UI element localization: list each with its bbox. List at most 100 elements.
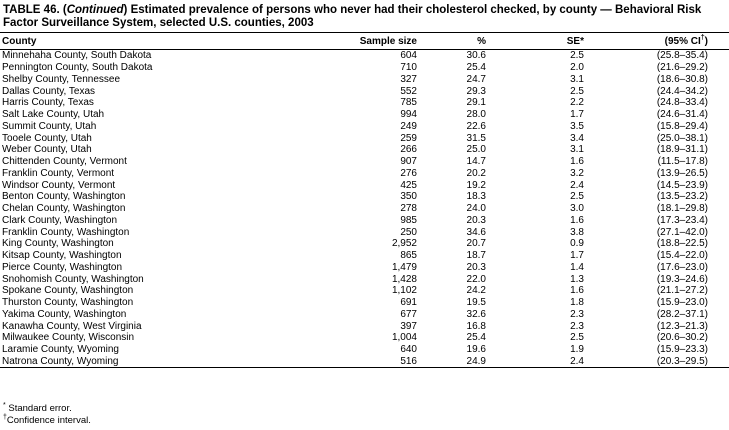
value-cell: (20.3–29.5): [586, 355, 710, 369]
spacer-cell: [710, 262, 729, 274]
value-cell: 1.9: [570, 344, 584, 356]
value-cell: 19.6: [466, 344, 486, 356]
value-cell: 785: [400, 97, 417, 109]
value-cell: (11.5–17.8): [657, 156, 708, 168]
table-row: Spokane County, Washington 1,102 24.2 1.6 (2…: [0, 285, 729, 297]
table-row: Pierce County, Washington 1,479 20.3 1.4 (17…: [0, 262, 729, 274]
value-cell: 22.0: [466, 273, 486, 285]
county-cell: Kanawha County, West Virginia: [2, 320, 142, 332]
header-cell: %: [427, 32, 492, 50]
value-cell: (18.8–22.5): [656, 238, 708, 250]
value-cell: 710: [400, 62, 417, 74]
table-row: Weber County, Utah 266 25.0 3.1 (18.9–31.1): [0, 144, 729, 156]
table-row: Shelby County, Tennessee 327 24.7 3.1 (18.6–…: [0, 74, 729, 86]
table-row: Windsor County, Vermont 425 19.2 2.4 (14.5–2…: [0, 179, 729, 191]
value-cell: (28.2–37.1): [656, 308, 708, 320]
value-cell: (19.3–24.6): [656, 273, 708, 285]
value-cell: 2.4: [570, 179, 584, 191]
county-cell: Shelby County, Tennessee: [2, 73, 121, 85]
spacer-cell: [710, 121, 729, 133]
value-cell: (24.4–34.2): [656, 85, 708, 97]
value-cell: (18.1–29.8): [656, 203, 708, 215]
spacer-cell: [710, 250, 729, 262]
table-title: TABLE 46. (Continued) Estimated prevalen…: [3, 4, 725, 30]
county-cell: Windsor County, Vermont: [2, 179, 116, 191]
county-cell: Natrona County, Wyoming: [0, 355, 300, 369]
table-row: Summit County, Utah 249 22.6 3.5 (15.8–29.4): [0, 121, 729, 133]
value-cell: 3.8: [570, 226, 584, 238]
table-row: Snohomish County, Washington 1,428 22.0 1.3…: [0, 273, 729, 285]
value-cell: 2.5: [570, 85, 584, 97]
value-cell: (13.9–26.5): [656, 167, 708, 179]
value-cell: (27.1–42.0): [656, 226, 708, 238]
table-row: Kanawha County, West Virginia 397 16.8 2.3 (…: [0, 320, 729, 332]
value-cell: 30.6: [466, 50, 486, 62]
spacer-cell: [710, 226, 729, 238]
value-cell: 20.7: [466, 238, 486, 250]
county-cell: Salt Lake County, Utah: [2, 109, 105, 121]
spacer-cell: [710, 168, 729, 180]
table-row: Clark County, Washington 985 20.3 1.6 (17.3–…: [0, 215, 729, 227]
value-cell: 28.0: [466, 109, 486, 121]
spacer-cell: [710, 355, 729, 369]
county-cell: Franklin County, Vermont: [2, 167, 115, 179]
value-cell: 1,102: [391, 285, 417, 297]
value-cell: (24.6–31.4): [656, 109, 708, 121]
table-row: Benton County, Washington 350 18.3 2.5 (13.5…: [0, 191, 729, 203]
value-cell: 677: [400, 308, 417, 320]
value-cell: 1,428: [391, 273, 417, 285]
value-cell: 19.2: [466, 179, 486, 191]
value-cell: 1,479: [391, 261, 417, 273]
spacer-cell: [710, 344, 729, 356]
value-cell: 25.4: [466, 62, 486, 74]
value-cell: (15.4–22.0): [656, 250, 708, 262]
county-cell: Pierce County, Washington: [2, 261, 123, 273]
table-row: Thurston County, Washington 691 19.5 1.8 (15…: [0, 297, 729, 309]
county-cell: Snohomish County, Washington: [2, 273, 144, 285]
county-cell: Milwaukee County, Wisconsin: [2, 332, 135, 344]
spacer-cell: [710, 50, 729, 62]
value-cell: 516: [300, 355, 427, 369]
title-italic: Continued: [66, 4, 124, 16]
county-cell: Franklin County, Washington: [2, 226, 130, 238]
county-cell: Thurston County, Washington: [2, 297, 134, 309]
value-cell: 3.5: [570, 120, 584, 132]
county-cell: Clark County, Washington: [2, 214, 118, 226]
value-cell: 691: [400, 297, 417, 309]
value-cell: 552: [400, 85, 417, 97]
value-cell: (25.0–38.1): [656, 132, 708, 144]
county-cell: Weber County, Utah: [2, 144, 92, 156]
value-cell: 31.5: [466, 132, 486, 144]
table-row: Milwaukee County, Wisconsin 1,004 25.4 2.5 (…: [0, 332, 729, 344]
value-cell: 266: [400, 144, 417, 156]
footnote-text: Standard error.: [8, 403, 72, 414]
value-cell: 18.7: [466, 250, 486, 262]
value-cell: 425: [400, 179, 417, 191]
spacer-cell: [710, 285, 729, 297]
county-cell: Summit County, Utah: [2, 120, 97, 132]
spacer-cell: [710, 191, 729, 203]
value-cell: 249: [400, 120, 417, 132]
table-row: Tooele County, Utah 259 31.5 3.4 (25.0–38.1): [0, 132, 729, 144]
table-row: Yakima County, Washington 677 32.6 2.3 (28.2…: [0, 309, 729, 321]
value-cell: 397: [400, 320, 417, 332]
spacer-cell: [710, 132, 729, 144]
value-cell: 604: [400, 50, 417, 62]
value-cell: 259: [400, 132, 417, 144]
data-table: County Sample size % SE* (95% CI†) Minne…: [0, 32, 729, 369]
value-cell: 2.3: [570, 320, 584, 332]
county-cell: Benton County, Washington: [2, 191, 126, 203]
county-cell: Tooele County, Utah: [2, 132, 92, 144]
value-cell: (18.9–31.1): [656, 144, 708, 156]
value-cell: (25.8–35.4): [656, 50, 708, 62]
table-row: Laramie County, Wyoming 640 19.6 1.9 (15.9–2…: [0, 344, 729, 356]
spacer-cell: [710, 238, 729, 250]
value-cell: 25.4: [466, 332, 486, 344]
header-cell: County: [0, 32, 300, 50]
value-cell: 24.2: [466, 285, 486, 297]
header-row: County Sample size % SE* (95% CI†): [0, 32, 729, 50]
table-row: Franklin County, Washington 250 34.6 3.8 (27…: [0, 226, 729, 238]
spacer-cell: [710, 273, 729, 285]
header-cell: Sample size: [300, 32, 427, 50]
value-cell: (20.6–30.2): [656, 332, 708, 344]
